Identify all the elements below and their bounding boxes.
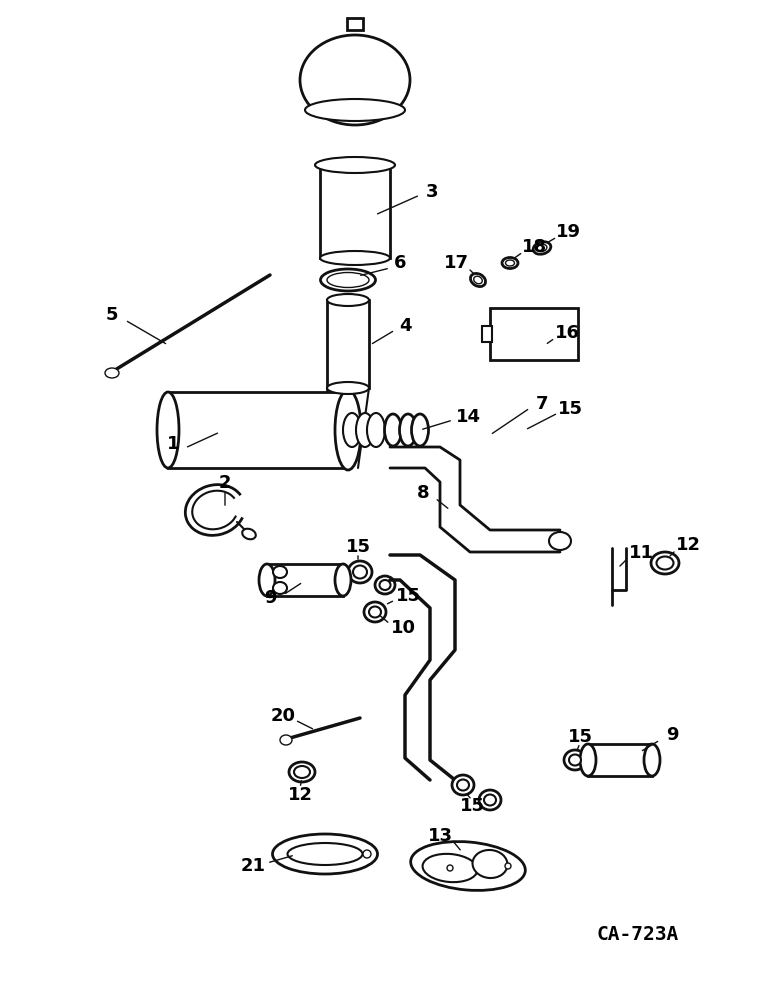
Ellipse shape <box>447 865 453 871</box>
Text: 2: 2 <box>218 474 232 492</box>
Text: 21: 21 <box>241 857 266 875</box>
Ellipse shape <box>656 556 673 570</box>
Ellipse shape <box>320 251 390 265</box>
Ellipse shape <box>348 561 372 583</box>
Ellipse shape <box>422 854 477 882</box>
Ellipse shape <box>484 794 496 806</box>
Text: 16: 16 <box>554 324 580 342</box>
Ellipse shape <box>327 272 369 288</box>
Text: 12: 12 <box>287 786 313 804</box>
Ellipse shape <box>273 566 287 578</box>
Ellipse shape <box>479 790 501 810</box>
Text: 6: 6 <box>394 254 406 272</box>
Ellipse shape <box>335 390 361 470</box>
Ellipse shape <box>320 269 375 291</box>
Bar <box>168 392 348 468</box>
Ellipse shape <box>369 606 381 617</box>
Text: 8: 8 <box>417 484 429 502</box>
Ellipse shape <box>305 99 405 121</box>
Text: 15: 15 <box>459 797 485 815</box>
Text: 15: 15 <box>567 728 592 746</box>
Bar <box>320 168 390 258</box>
Ellipse shape <box>411 414 428 446</box>
Text: 4: 4 <box>399 317 411 335</box>
Text: 20: 20 <box>270 707 296 725</box>
Ellipse shape <box>474 276 482 284</box>
Ellipse shape <box>470 273 486 287</box>
Ellipse shape <box>452 775 474 795</box>
Ellipse shape <box>364 602 386 622</box>
Ellipse shape <box>105 368 119 378</box>
Ellipse shape <box>580 744 596 776</box>
Ellipse shape <box>242 529 256 539</box>
Text: 15: 15 <box>346 538 371 556</box>
Ellipse shape <box>294 766 310 778</box>
Ellipse shape <box>315 157 395 173</box>
Bar <box>588 744 652 776</box>
Ellipse shape <box>273 582 287 594</box>
Bar <box>347 18 363 30</box>
Text: 11: 11 <box>628 544 654 562</box>
Ellipse shape <box>502 257 518 268</box>
Ellipse shape <box>537 244 547 252</box>
Ellipse shape <box>287 843 363 865</box>
Ellipse shape <box>472 850 507 878</box>
Ellipse shape <box>651 552 679 574</box>
Text: 5: 5 <box>106 306 118 324</box>
Bar <box>482 326 492 342</box>
Ellipse shape <box>564 750 586 770</box>
Ellipse shape <box>644 744 660 776</box>
Text: 17: 17 <box>443 254 469 272</box>
Ellipse shape <box>411 842 525 890</box>
Ellipse shape <box>533 242 551 254</box>
Ellipse shape <box>353 566 367 578</box>
Text: 7: 7 <box>536 395 548 413</box>
Text: 12: 12 <box>676 536 700 554</box>
Ellipse shape <box>343 413 361 447</box>
Ellipse shape <box>380 580 391 590</box>
Text: 9: 9 <box>264 589 276 607</box>
Ellipse shape <box>280 735 292 745</box>
Text: 14: 14 <box>455 408 480 426</box>
Text: 18: 18 <box>521 238 547 256</box>
Ellipse shape <box>300 35 410 125</box>
Bar <box>490 308 578 360</box>
Ellipse shape <box>549 532 571 550</box>
Text: 19: 19 <box>556 223 581 241</box>
Bar <box>327 300 369 388</box>
Ellipse shape <box>363 850 371 858</box>
Ellipse shape <box>327 294 369 306</box>
Text: 9: 9 <box>665 726 679 744</box>
Ellipse shape <box>356 413 374 447</box>
Text: 3: 3 <box>425 183 438 201</box>
Ellipse shape <box>157 392 179 468</box>
Text: 15: 15 <box>395 587 421 605</box>
Ellipse shape <box>399 414 417 446</box>
Ellipse shape <box>506 260 514 266</box>
Text: 1: 1 <box>167 435 179 453</box>
Ellipse shape <box>335 564 351 596</box>
Text: 13: 13 <box>428 827 452 845</box>
Ellipse shape <box>289 762 315 782</box>
Text: 15: 15 <box>557 400 583 418</box>
Ellipse shape <box>457 780 469 790</box>
Ellipse shape <box>259 564 275 596</box>
Bar <box>267 564 343 596</box>
Ellipse shape <box>327 382 369 394</box>
Ellipse shape <box>367 413 385 447</box>
Ellipse shape <box>384 414 401 446</box>
Ellipse shape <box>505 863 511 869</box>
Text: 10: 10 <box>391 619 415 637</box>
Ellipse shape <box>569 754 581 766</box>
Ellipse shape <box>273 834 378 874</box>
Text: CA-723A: CA-723A <box>597 926 679 944</box>
Ellipse shape <box>375 576 395 594</box>
